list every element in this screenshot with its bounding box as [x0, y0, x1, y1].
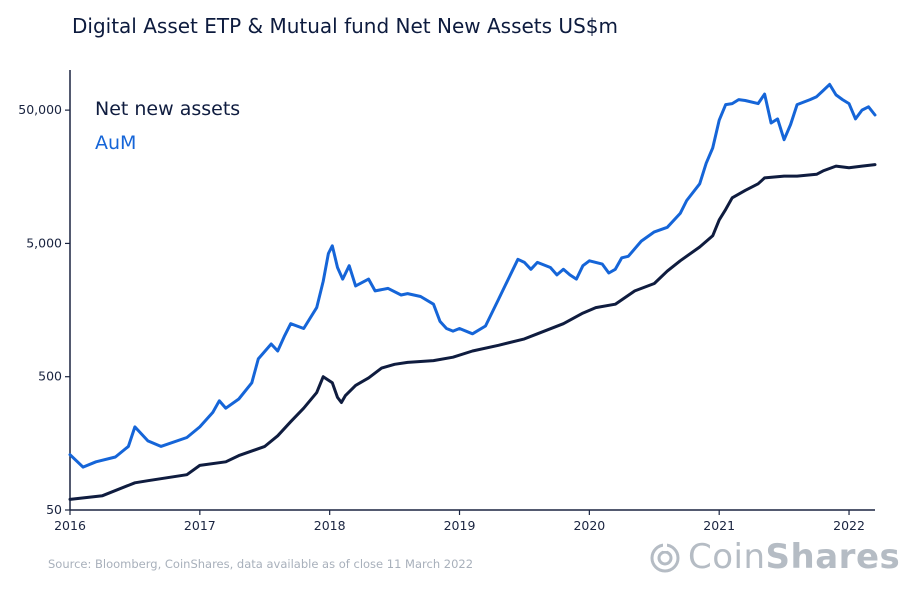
legend: Net new assets AuM	[95, 98, 240, 154]
coinshares-logo: CoinShares	[648, 535, 900, 583]
series-lines	[68, 82, 877, 501]
y-tick-label: 50	[46, 502, 62, 517]
legend-entry-net-new-assets: Net new assets	[95, 98, 240, 120]
y-tick-label: 5,000	[26, 235, 62, 250]
series-line-net-new-assets	[68, 163, 877, 501]
coinshares-logo-icon	[650, 541, 680, 573]
legend-entry-aum: AuM	[95, 132, 136, 154]
logo-suffix: Shares	[765, 537, 901, 577]
x-ticks: 2016 2017 2018 2019 2020 2021 2022	[54, 510, 865, 533]
x-tick-label: 2019	[444, 518, 476, 533]
y-ticks: 50 500 5,000 50,000	[18, 102, 70, 517]
x-tick-label: 2021	[703, 518, 735, 533]
chart-axes	[69, 70, 875, 511]
x-tick-label: 2020	[573, 518, 605, 533]
y-tick-label: 500	[38, 369, 62, 384]
logo-prefix: Coin	[688, 537, 766, 577]
x-tick-label: 2017	[184, 518, 216, 533]
coinshares-logo-text: CoinShares	[688, 537, 900, 577]
series-line-aum	[68, 82, 877, 469]
x-tick-label: 2018	[314, 518, 346, 533]
source-note: Source: Bloomberg, CoinShares, data avai…	[48, 557, 474, 571]
chart-title: Digital Asset ETP & Mutual fund Net New …	[72, 14, 618, 38]
y-tick-label: 50,000	[18, 102, 62, 117]
x-tick-label: 2016	[54, 518, 86, 533]
x-tick-label: 2022	[833, 518, 865, 533]
